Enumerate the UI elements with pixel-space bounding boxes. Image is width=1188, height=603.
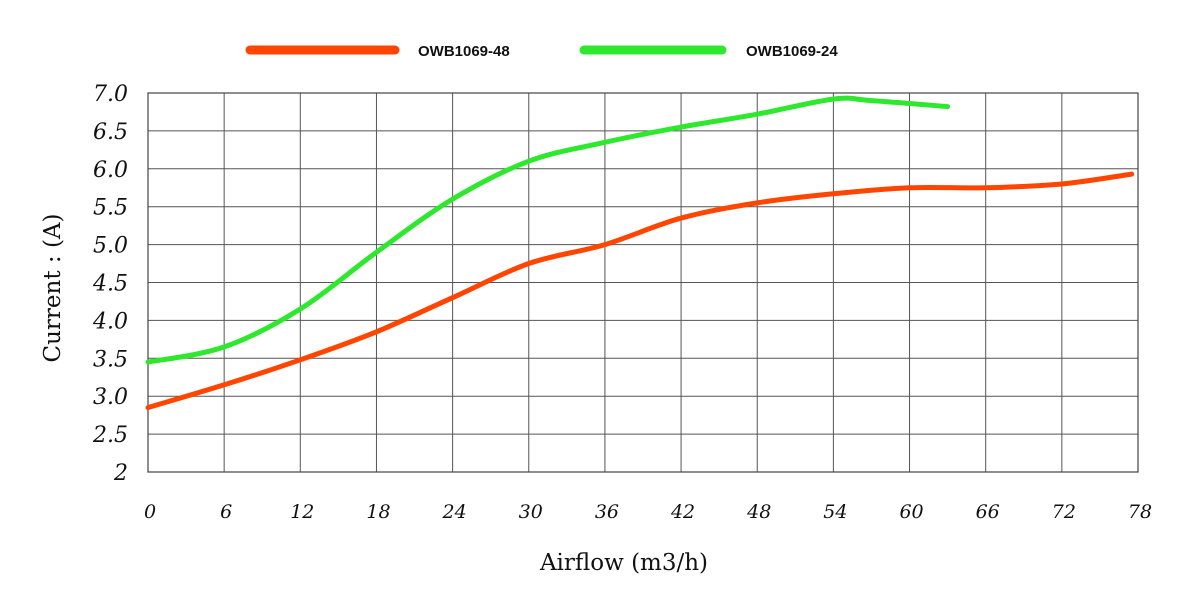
series-line-owb1069-24 (145, 95, 951, 365)
x-tick-label: 54 (823, 501, 847, 523)
x-tick-label: 36 (595, 501, 619, 523)
x-tick-label: 6 (220, 501, 232, 523)
x-tick-label: 48 (746, 501, 771, 523)
y-tick-labels: 2 2.5 3.0 3.5 4.0 4.5 5.0 5.5 6.0 6.5 7.0 (92, 82, 128, 486)
x-tick-label: 60 (899, 501, 923, 523)
legend: OWB1069-48 OWB1069-24 (245, 43, 838, 60)
y-axis-label: Current : (A) (40, 214, 66, 363)
x-axis-label: Airflow (m3/h) (539, 550, 708, 576)
y-tick-label: 4.0 (92, 309, 128, 334)
y-tick-label: 5.5 (93, 196, 128, 221)
y-tick-label: 3.0 (93, 385, 128, 410)
x-tick-label: 18 (366, 501, 390, 523)
legend-label: OWB1069-24 (746, 43, 838, 60)
y-tick-label: 6.5 (93, 120, 128, 145)
x-tick-labels: 0 6 12 18 24 30 36 42 48 54 60 66 72 78 (144, 501, 1152, 523)
y-tick-label: 2.5 (92, 423, 128, 448)
y-tick-label: 5.0 (93, 234, 128, 259)
y-tick-label: 3.5 (93, 347, 128, 372)
y-tick-label: 4.5 (92, 272, 128, 297)
legend-label: OWB1069-48 (418, 43, 510, 60)
x-tick-label: 78 (1128, 501, 1152, 523)
series-lines (145, 95, 1135, 411)
x-tick-label: 72 (1052, 501, 1076, 523)
grid (147, 92, 1139, 473)
x-tick-label: 24 (442, 501, 467, 523)
series-line-owb1069-48 (145, 171, 1135, 411)
plot-frame (147, 92, 1139, 473)
y-tick-label: 6.0 (93, 158, 128, 183)
x-tick-label: 66 (976, 501, 1000, 523)
y-tick-label: 2 (113, 461, 128, 486)
x-tick-label: 42 (670, 501, 695, 523)
y-tick-label: 7.0 (93, 82, 128, 107)
x-tick-label: 30 (519, 501, 543, 523)
x-tick-label: 0 (144, 501, 156, 523)
x-tick-label: 12 (290, 501, 314, 523)
